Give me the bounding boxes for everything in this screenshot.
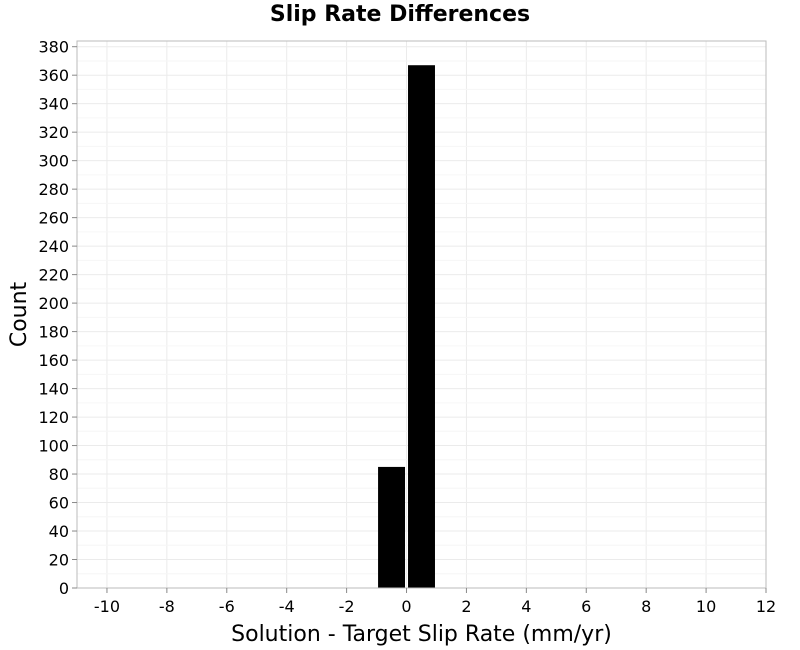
x-tick-label: 10 [696,597,716,616]
y-tick-label: 240 [38,237,69,256]
y-tick-label: 60 [49,494,69,513]
y-tick-label: 0 [59,579,69,598]
y-axis-title: Count [7,281,32,347]
x-tick-label: 8 [641,597,651,616]
y-tick-label: 260 [38,209,69,228]
y-tick-label: 120 [38,408,69,427]
y-tick-label: 280 [38,180,69,199]
x-tick-label: 2 [461,597,471,616]
x-tick-label: 0 [401,597,411,616]
histogram-bar [378,466,406,588]
y-tick-label: 340 [38,95,69,114]
y-tick-label: 220 [38,266,69,285]
y-tick-label: 200 [38,294,69,313]
y-tick-label: 320 [38,123,69,142]
chart-title: Slip Rate Differences [269,2,531,27]
x-tick-label: -6 [219,597,235,616]
y-tick-label: 20 [49,551,69,570]
x-axis: -10 -8 -6 -4 -2 0 2 4 6 8 10 12 [94,588,776,616]
histogram-bar [408,65,435,589]
y-tick-label: 180 [38,323,69,342]
y-tick-label: 380 [38,38,69,57]
x-tick-label: -2 [339,597,355,616]
x-tick-label: 4 [521,597,531,616]
y-tick-label: 80 [49,465,69,484]
x-axis-title: Solution - Target Slip Rate (mm/yr) [231,622,612,647]
y-tick-label: 140 [38,380,69,399]
y-tick-label: 300 [38,152,69,171]
y-tick-label: 100 [38,437,69,456]
bars [378,65,435,589]
y-tick-label: 40 [49,522,69,541]
x-tick-label: -4 [279,597,295,616]
x-tick-label: -8 [159,597,175,616]
y-tick-label: 360 [38,66,69,85]
x-tick-label: 12 [756,597,776,616]
x-tick-label: 6 [581,597,591,616]
x-tick-label: -10 [94,597,120,616]
y-axis: 0 20 40 60 80 100 120 140 160 180 200 220 240 260 280 3… [38,38,77,598]
plot-frame [76,40,767,589]
y-tick-label: 160 [38,351,69,370]
